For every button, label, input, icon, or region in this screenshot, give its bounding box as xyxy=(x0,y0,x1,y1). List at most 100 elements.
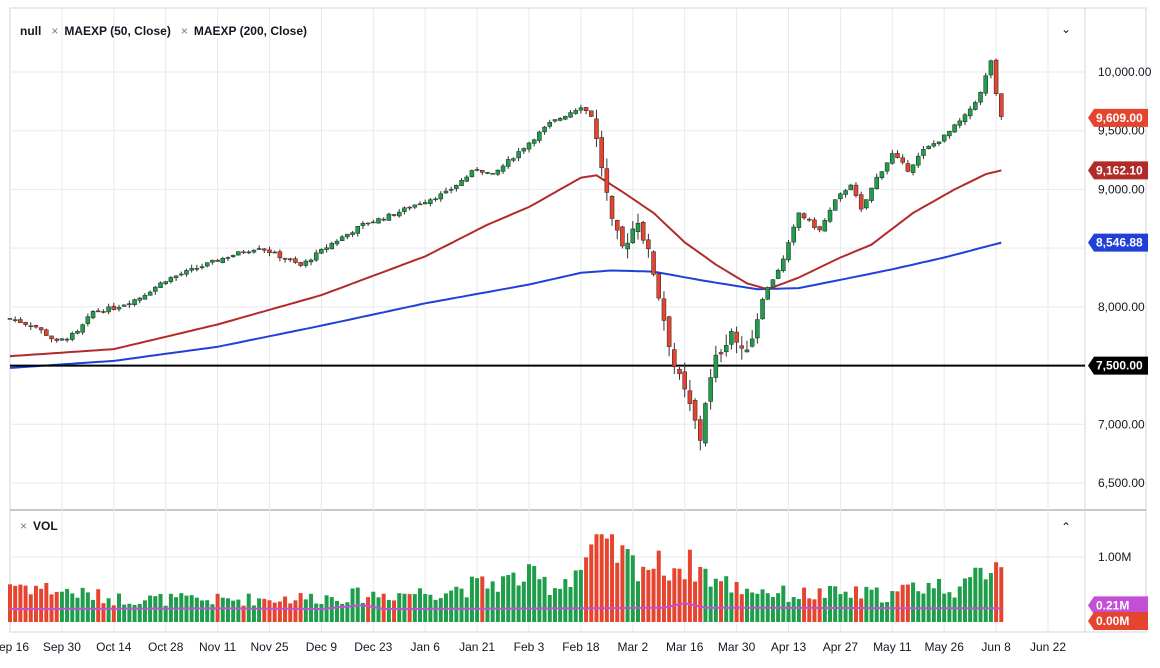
volume-bar xyxy=(381,593,386,622)
volume-bar xyxy=(999,567,1004,622)
candle-up xyxy=(443,190,449,194)
candle-up xyxy=(848,184,854,191)
price-axis-label: 6,500.00 xyxy=(1098,476,1145,490)
candle-down xyxy=(698,419,703,441)
time-axis-label: Mar 30 xyxy=(718,640,756,654)
price-axis-label: 7,000.00 xyxy=(1098,417,1145,431)
volume-bar xyxy=(957,586,962,622)
volume-bar xyxy=(231,600,236,622)
candle-up xyxy=(339,236,345,241)
candle-down xyxy=(692,400,698,421)
volume-bar xyxy=(651,568,656,622)
time-axis-label: Dec 23 xyxy=(354,640,392,654)
candle-up xyxy=(526,142,532,150)
candle-up xyxy=(713,354,719,378)
volume-bar xyxy=(376,597,381,622)
candle-up xyxy=(75,331,80,334)
volume-bar xyxy=(911,582,916,622)
time-axis-label: Jun 8 xyxy=(981,640,1011,654)
price-badges: 9,609.00 9,162.10 8,546.88 7,500.00 0.21M 0.0… xyxy=(1088,108,1148,630)
candle-down xyxy=(28,325,34,327)
volume-bar xyxy=(552,588,557,622)
candle-up xyxy=(890,153,895,164)
candle-down xyxy=(365,222,371,225)
volume-bar xyxy=(947,592,952,622)
volume-bar xyxy=(360,602,365,622)
volume-bar xyxy=(568,586,573,622)
volume-bar xyxy=(91,600,96,622)
candle-up xyxy=(755,319,760,339)
candle-down xyxy=(620,226,625,247)
candle-up xyxy=(723,345,729,353)
candle-up xyxy=(428,199,433,204)
candle-up xyxy=(376,218,381,224)
candle-up xyxy=(163,281,168,285)
candle-up xyxy=(158,282,163,288)
volume-bar xyxy=(490,581,495,622)
price-axis-label: 9,000.00 xyxy=(1098,182,1145,196)
candle-up xyxy=(884,162,890,172)
volume-bar xyxy=(106,598,111,622)
volume-bar xyxy=(931,588,936,622)
volume-bar xyxy=(713,578,718,622)
price-badge-shape xyxy=(1088,161,1148,180)
candle-down xyxy=(381,218,386,221)
volume-bar xyxy=(449,590,454,622)
chevron-up-icon[interactable]: ⌃ xyxy=(1061,520,1072,534)
volume-bar xyxy=(277,601,282,622)
candle-down xyxy=(215,259,220,262)
candle-down xyxy=(609,196,615,219)
volume-bar xyxy=(101,603,106,622)
candle-up xyxy=(142,295,148,300)
candle-up xyxy=(827,209,833,222)
candle-down xyxy=(44,329,49,336)
candle-up xyxy=(360,222,366,226)
volume-bar xyxy=(968,577,973,622)
candle-up xyxy=(760,299,765,320)
volume-bar xyxy=(677,568,682,622)
candle-up xyxy=(147,291,153,296)
candle-down xyxy=(604,168,610,193)
volume-bar xyxy=(480,576,485,622)
candle-up xyxy=(132,299,137,306)
volume-bar xyxy=(303,599,308,622)
candle-up xyxy=(308,259,314,263)
candle-up xyxy=(495,169,501,175)
ma50-label: MAEXP (50, Close) xyxy=(64,24,171,38)
candle-up xyxy=(578,107,584,111)
candle-down xyxy=(7,318,13,320)
candle-up xyxy=(210,259,215,263)
candle-down xyxy=(480,170,485,173)
close-icon[interactable]: × xyxy=(51,24,59,38)
close-icon[interactable]: × xyxy=(180,24,188,38)
volume-bar xyxy=(200,600,205,622)
volume-bar xyxy=(194,597,199,622)
price-axis-label: 9,500.00 xyxy=(1098,124,1145,138)
volume-bar xyxy=(142,600,147,622)
volume-bar xyxy=(132,604,137,622)
candle-up xyxy=(874,176,879,190)
candle-up xyxy=(749,338,755,347)
candle-down xyxy=(656,273,661,299)
volume-bar xyxy=(537,579,542,622)
volume-bar xyxy=(521,581,526,622)
close-icon[interactable]: × xyxy=(20,519,28,533)
volume-bar xyxy=(241,605,246,622)
candle-up xyxy=(500,165,506,172)
candle-down xyxy=(817,226,822,231)
candle-up xyxy=(563,115,568,120)
time-axis-label: Sep 16 xyxy=(0,640,29,654)
volume-bar xyxy=(610,534,615,622)
volume-bar xyxy=(85,592,90,622)
candle-up xyxy=(962,114,968,123)
price-axis-label: 10,000.00 xyxy=(1098,65,1152,79)
chevron-down-icon[interactable]: ⌄ xyxy=(1061,22,1072,36)
time-axis-label: Dec 9 xyxy=(306,640,338,654)
volume-bar xyxy=(122,604,127,622)
volume-bar xyxy=(781,585,786,622)
candle-down xyxy=(267,249,272,254)
candle-down xyxy=(739,345,745,349)
volume-axis-label: 1.00M xyxy=(1098,550,1131,564)
